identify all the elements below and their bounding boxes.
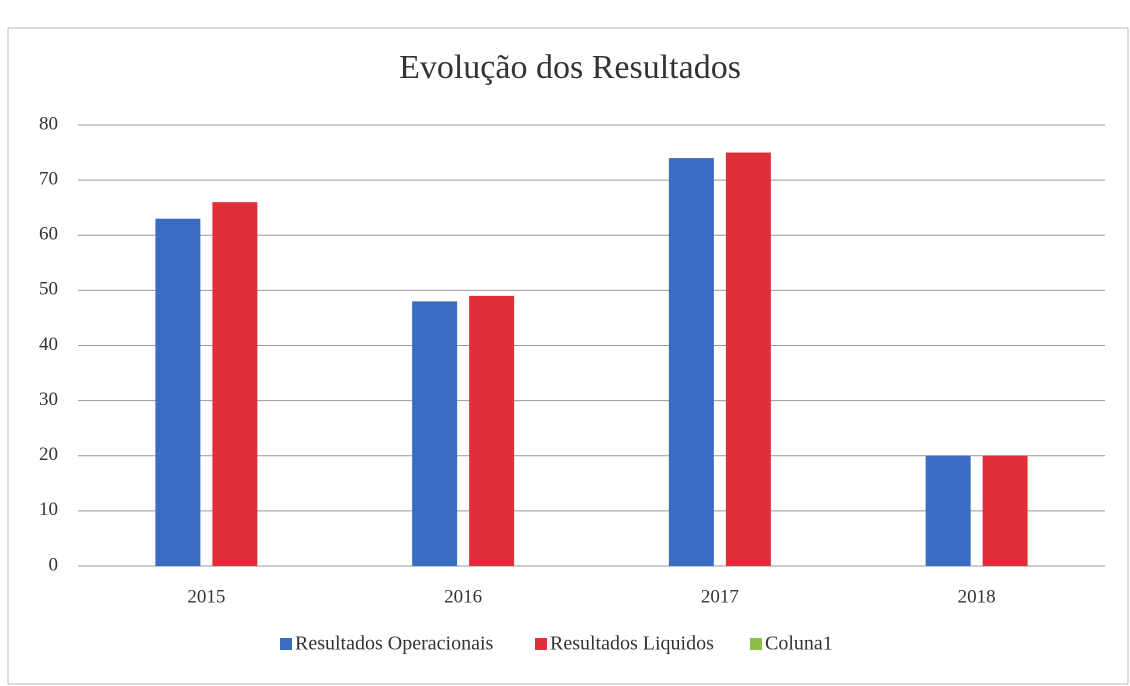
bar	[926, 456, 971, 566]
legend-swatch	[750, 638, 762, 650]
x-tick-label: 2016	[444, 586, 482, 607]
y-tick-label: 0	[49, 554, 59, 575]
y-tick-label: 20	[39, 444, 58, 465]
bar	[155, 219, 200, 566]
x-tick-label: 2018	[958, 586, 996, 607]
bar	[412, 301, 457, 566]
legend-label: Resultados Operacionais	[295, 633, 493, 655]
y-tick-label: 60	[39, 224, 58, 245]
chart: Evolução dos Resultados 0 10 20 30 40 50 60 70 8…	[0, 0, 1130, 686]
y-tick-label: 40	[39, 334, 58, 355]
y-tick-label: 70	[39, 168, 58, 189]
bar	[212, 202, 257, 566]
x-tick-label: 2017	[701, 586, 739, 607]
x-tick-label: 2015	[187, 586, 225, 607]
bar	[669, 158, 714, 566]
legend-label: Resultados Liquidos	[550, 633, 714, 655]
y-tick-label: 50	[39, 279, 58, 300]
y-tick-label: 10	[39, 499, 58, 520]
legend-swatch	[535, 638, 547, 650]
chart-title: Evolução dos Resultados	[399, 49, 741, 86]
bar	[983, 456, 1028, 566]
bar	[726, 153, 771, 566]
legend-swatch	[280, 638, 292, 650]
y-tick-label: 30	[39, 389, 58, 410]
bar	[469, 296, 514, 566]
legend-label: Coluna1	[765, 633, 833, 655]
y-tick-label: 80	[39, 113, 58, 134]
